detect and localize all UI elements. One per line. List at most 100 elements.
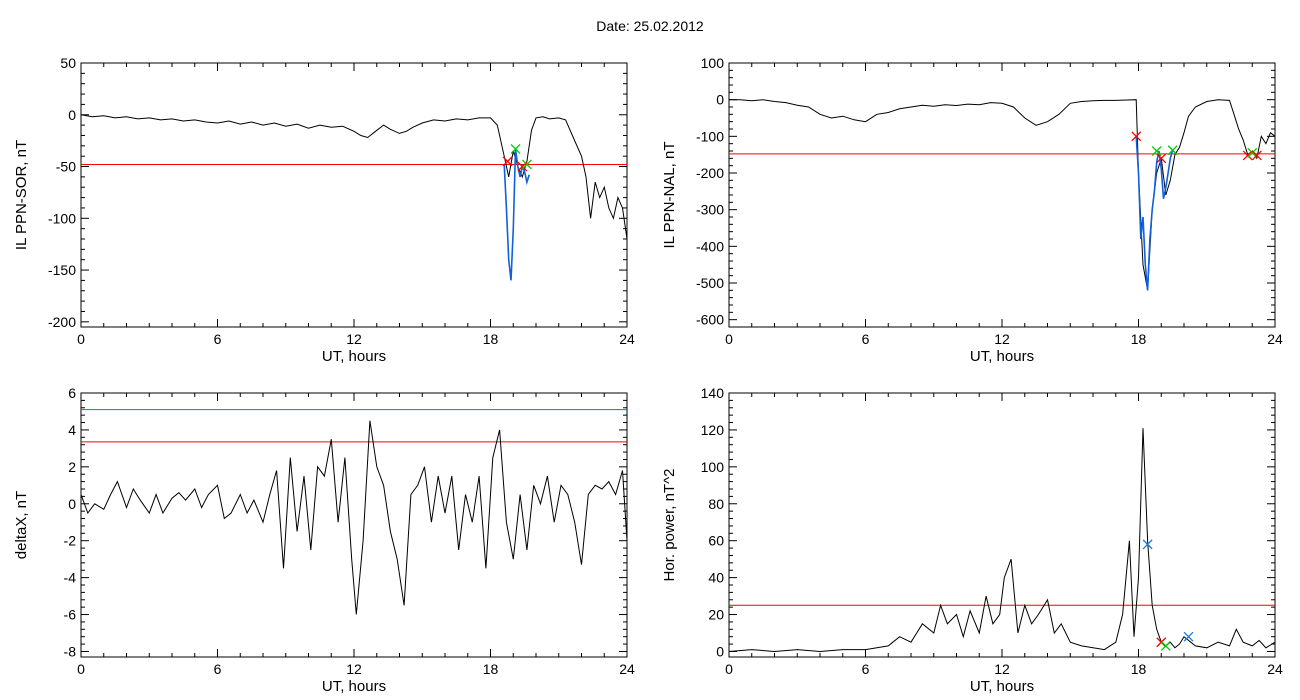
y-tick-label: -200 — [48, 314, 76, 330]
y-tick-label: 0 — [68, 496, 76, 512]
y-tick-label: 6 — [68, 385, 76, 401]
series-line — [729, 99, 1275, 291]
chart-panel-2: 0 6 12 18 24 -600 -500 -400 -300 -200 -100 0 100 UT, … — [661, 55, 1283, 365]
plot-frame — [80, 392, 628, 658]
x-marker-stroke — [502, 156, 513, 167]
x-marker — [1160, 640, 1171, 651]
x-marker-stroke — [1142, 539, 1153, 550]
x-tick-label: 0 — [725, 661, 733, 677]
y-tick-label: -100 — [48, 210, 76, 226]
y-tick-label: -400 — [696, 238, 724, 254]
x-tick-label: 24 — [619, 661, 635, 677]
x-tick-label: 12 — [346, 661, 362, 677]
series-line — [729, 428, 1275, 653]
x-marker — [1131, 131, 1142, 142]
x-tick-label: 0 — [77, 661, 85, 677]
x-marker — [1167, 145, 1178, 156]
y-tick-label: 0 — [716, 643, 724, 659]
y-axis-label: IL PPN-NAL, nT — [661, 142, 678, 249]
x-tick-label: 0 — [725, 331, 733, 347]
x-tick-label: 6 — [862, 661, 870, 677]
series-line — [81, 420, 627, 615]
y-tick-label: 2 — [68, 459, 76, 475]
x-marker-stroke — [1131, 131, 1142, 142]
y-tick-label: -300 — [696, 202, 724, 218]
y-tick-label: 40 — [708, 570, 724, 586]
x-tick-label: 12 — [994, 661, 1010, 677]
y-tick-label: -500 — [696, 275, 724, 291]
y-tick-label: 60 — [708, 533, 724, 549]
x-tick-label: 24 — [1267, 661, 1283, 677]
x-marker-stroke — [1251, 150, 1262, 161]
y-tick-label: -50 — [56, 159, 76, 175]
highlight-series-line — [503, 148, 530, 281]
x-marker — [1183, 631, 1194, 642]
chart-panel-4: 0 6 12 18 24 0 20 40 60 80 100 120 140 UT, hours Hor. … — [661, 385, 1283, 695]
x-tick-label: 18 — [1131, 661, 1147, 677]
x-tick-label: 18 — [483, 661, 499, 677]
chart-panel-1: 0 6 12 18 24 -200 -150 -100 -50 0 50 UT, hours IL PP… — [13, 55, 635, 365]
x-marker — [510, 143, 521, 154]
y-tick-label: 80 — [708, 496, 724, 512]
data-layer — [81, 409, 627, 615]
x-marker — [1151, 146, 1162, 156]
x-marker-stroke — [1167, 145, 1178, 156]
x-tick-label: 6 — [862, 331, 870, 347]
x-tick-label: 24 — [619, 331, 635, 347]
x-tick-label: 6 — [214, 661, 222, 677]
y-tick-label: 100 — [701, 55, 725, 71]
plot-frame — [728, 392, 1276, 658]
x-marker — [502, 156, 513, 167]
x-marker — [521, 159, 532, 170]
data-layer — [81, 114, 627, 281]
x-marker-stroke — [510, 143, 521, 154]
x-marker — [1247, 147, 1258, 158]
plot-frame — [728, 62, 1276, 328]
y-axis-label: deltaX, nT — [13, 491, 30, 559]
plot-frame — [80, 62, 628, 328]
x-tick-label: 0 — [77, 331, 85, 347]
x-marker-stroke — [1242, 150, 1253, 161]
x-axis-label: UT, hours — [322, 348, 386, 365]
x-marker-stroke — [521, 159, 532, 170]
y-tick-label: -6 — [64, 607, 77, 623]
x-tick-label: 18 — [1131, 331, 1147, 347]
y-axis-label: Hor. power, nT^2 — [661, 469, 678, 582]
x-marker — [1242, 150, 1253, 161]
x-axis-label: UT, hours — [322, 678, 386, 695]
y-tick-label: 100 — [701, 459, 725, 475]
y-tick-label: -200 — [696, 165, 724, 181]
y-tick-label: 140 — [701, 385, 725, 401]
x-marker-stroke — [1160, 640, 1171, 651]
data-layer — [729, 99, 1275, 291]
y-tick-label: -8 — [64, 643, 77, 659]
y-tick-label: -150 — [48, 262, 76, 278]
y-tick-label: 120 — [701, 422, 725, 438]
x-marker-stroke — [1183, 631, 1194, 642]
y-tick-label: 20 — [708, 607, 724, 623]
x-tick-label: 6 — [214, 331, 222, 347]
y-tick-label: 0 — [716, 92, 724, 108]
y-axis-label: IL PPN-SOR, nT — [13, 140, 30, 250]
y-tick-label: 4 — [68, 422, 76, 438]
x-axis-label: UT, hours — [970, 678, 1034, 695]
x-tick-label: 12 — [994, 331, 1010, 347]
highlight-series-line — [1135, 136, 1174, 291]
y-tick-label: -100 — [696, 128, 724, 144]
x-marker-stroke — [1151, 146, 1162, 156]
x-marker — [1156, 153, 1167, 164]
x-marker — [1142, 539, 1153, 550]
x-tick-label: 12 — [346, 331, 362, 347]
y-tick-label: 50 — [60, 55, 76, 71]
y-tick-label: -600 — [696, 312, 724, 328]
x-axis-label: UT, hours — [970, 348, 1034, 365]
x-tick-label: 24 — [1267, 331, 1283, 347]
series-line — [81, 114, 627, 240]
x-tick-label: 18 — [483, 331, 499, 347]
y-tick-label: -4 — [64, 570, 77, 586]
page-title: Date: 25.02.2012 — [596, 18, 704, 34]
data-layer — [729, 428, 1275, 653]
